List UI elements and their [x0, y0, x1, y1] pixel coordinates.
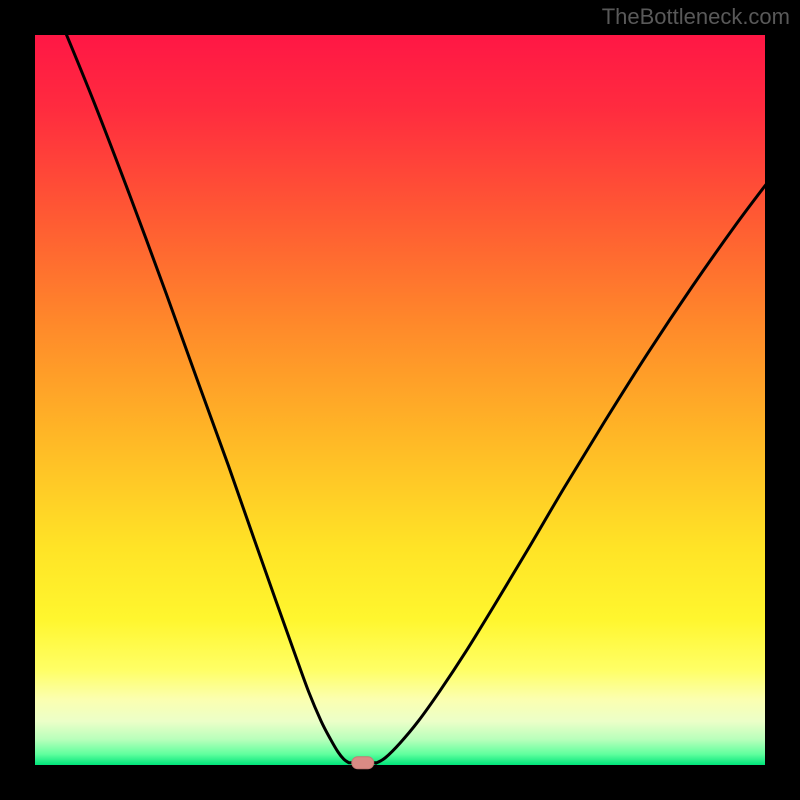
plot-area	[35, 35, 765, 765]
stage: TheBottleneck.com	[0, 0, 800, 800]
watermark-text: TheBottleneck.com	[602, 4, 790, 30]
trough-marker	[352, 757, 374, 769]
chart-svg	[0, 0, 800, 800]
